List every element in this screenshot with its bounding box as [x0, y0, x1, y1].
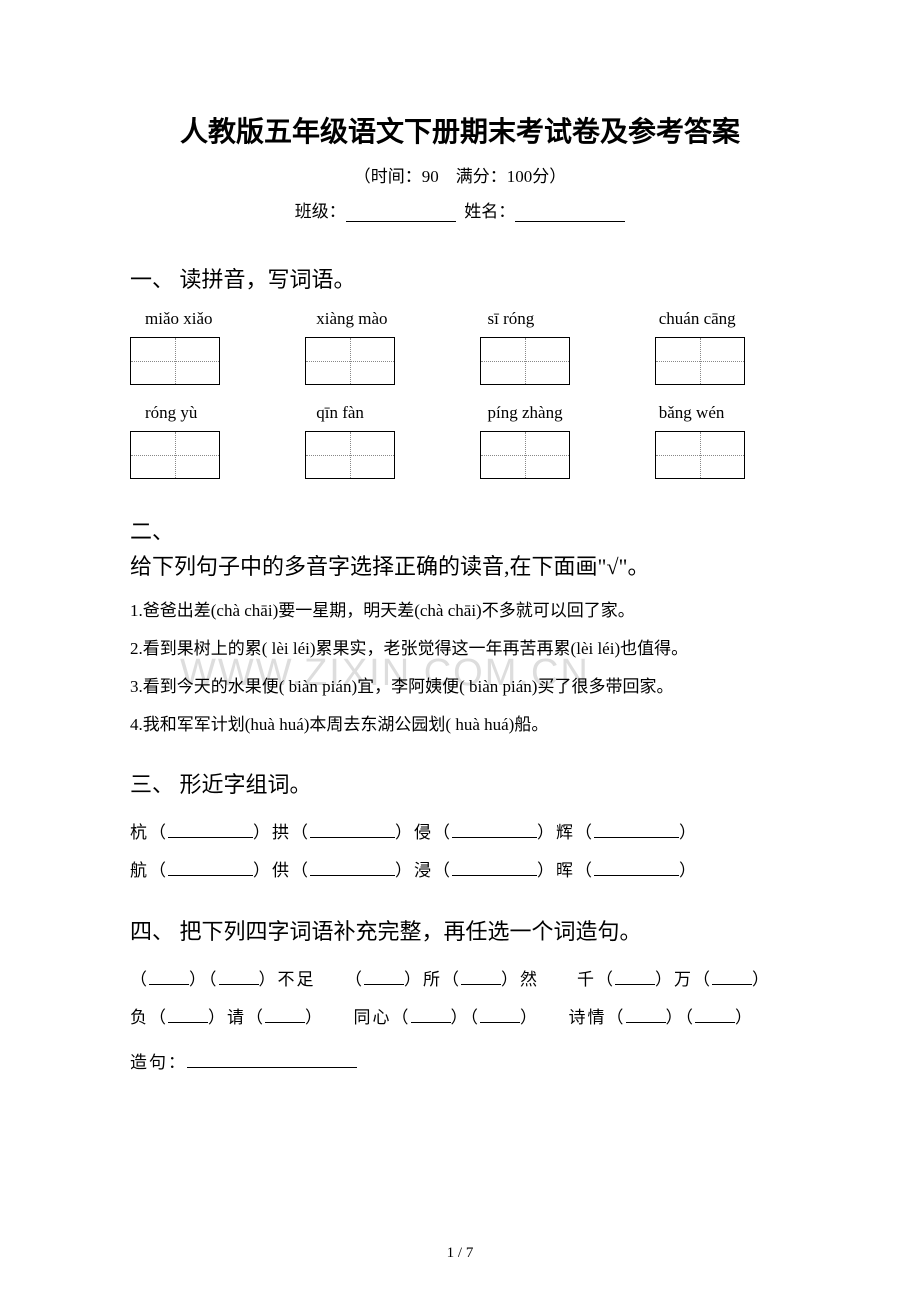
name-blank[interactable]: [515, 204, 625, 222]
pinyin-1-1: miǎo xiǎo: [145, 309, 276, 329]
char-r1c3: 侵: [414, 823, 433, 842]
polyphonic-q1: 1.爸爸出差(chà chāi)要一星期，明天差(chà chāi)不多就可以回…: [130, 594, 790, 628]
seg1-2: 所: [423, 970, 442, 989]
student-info-line: 班级： 姓名：: [130, 197, 790, 222]
char-r1c4: 辉: [556, 823, 575, 842]
section1-heading: 一、 读拼音，写词语。: [130, 262, 790, 294]
word-blank[interactable]: [452, 822, 537, 838]
pinyin-1-3: sī róng: [488, 309, 619, 329]
section3-heading: 三、 形近字组词。: [130, 767, 790, 799]
char-r2c2: 供: [272, 861, 291, 880]
pinyin-row-1: miǎo xiǎo xiàng mào sī róng chuán cāng: [145, 309, 790, 329]
pinyin-row-2: róng yù qīn fàn píng zhàng bǎng wén: [145, 403, 790, 423]
word-blank[interactable]: [594, 822, 679, 838]
idiom-blank[interactable]: [168, 1007, 208, 1023]
word-blank[interactable]: [310, 860, 395, 876]
char-box-row-2: [130, 431, 790, 479]
pinyin-1-2: xiàng mào: [316, 309, 447, 329]
pinyin-2-2: qīn fàn: [316, 403, 447, 423]
pinyin-2-4: bǎng wén: [659, 403, 790, 423]
section4-heading: 四、 把下列四字词语补充完整，再任选一个词造句。: [130, 914, 790, 946]
polyphonic-q4: 4.我和军军计划(huà huá)本周去东湖公园划( huà huá)船。: [130, 708, 790, 742]
sentence-row: 造句：: [130, 1044, 790, 1081]
word-blank[interactable]: [168, 860, 253, 876]
idiom-blank[interactable]: [695, 1007, 735, 1023]
idiom-blank[interactable]: [615, 969, 655, 985]
idiom-row-2: 负（）请（） 同心（）（） 诗情（）（）: [130, 999, 790, 1036]
idiom-blank[interactable]: [461, 969, 501, 985]
time-score-label: （时间：90 满分：100分）: [130, 162, 790, 187]
char-box[interactable]: [130, 337, 220, 385]
page-number: 1 / 7: [447, 1245, 474, 1262]
polyphonic-q3: 3.看到今天的水果便( biàn pián)宜，李阿姨便( biàn pián)…: [130, 670, 790, 704]
idiom-blank[interactable]: [626, 1007, 666, 1023]
seg1-4: 千: [577, 970, 596, 989]
idiom-blank[interactable]: [149, 969, 189, 985]
page-title: 人教版五年级语文下册期末考试卷及参考答案: [130, 110, 790, 150]
char-r1c1: 杭: [130, 823, 149, 842]
char-box[interactable]: [480, 431, 570, 479]
section2-subheading: 给下列句子中的多音字选择正确的读音,在下面画"√"。: [130, 549, 790, 584]
seg2-4: 诗情: [569, 1008, 607, 1027]
seg2-3: 同心: [354, 1008, 392, 1027]
char-r2c3: 浸: [414, 861, 433, 880]
polyphonic-q2: 2.看到果树上的累( lèi léi)累果实，老张觉得这一年再苦再累(lèi l…: [130, 632, 790, 666]
seg1-3: 然: [520, 970, 539, 989]
name-label: 姓名：: [464, 202, 515, 221]
word-blank[interactable]: [452, 860, 537, 876]
idiom-blank[interactable]: [411, 1007, 451, 1023]
char-box[interactable]: [655, 337, 745, 385]
char-r2c4: 晖: [556, 861, 575, 880]
char-box[interactable]: [655, 431, 745, 479]
char-box[interactable]: [130, 431, 220, 479]
similar-char-row-2: 航（）供（）浸（）晖（）: [130, 852, 790, 889]
idiom-blank[interactable]: [219, 969, 259, 985]
section2-heading: 二、: [130, 514, 790, 549]
idiom-blank[interactable]: [480, 1007, 520, 1023]
sentence-label: 造句：: [130, 1053, 187, 1072]
pinyin-2-3: píng zhàng: [488, 403, 619, 423]
word-blank[interactable]: [310, 822, 395, 838]
char-r2c1: 航: [130, 861, 149, 880]
char-box[interactable]: [305, 431, 395, 479]
seg2-2: 请: [227, 1008, 246, 1027]
char-r1c2: 拱: [272, 823, 291, 842]
pinyin-2-1: róng yù: [145, 403, 276, 423]
idiom-blank[interactable]: [265, 1007, 305, 1023]
idiom-row-1: （）（）不足 （）所（）然 千（）万（）: [130, 961, 790, 998]
char-box[interactable]: [305, 337, 395, 385]
pinyin-1-4: chuán cāng: [659, 309, 790, 329]
seg1-1: 不足: [278, 970, 316, 989]
idiom-blank[interactable]: [364, 969, 404, 985]
char-box[interactable]: [480, 337, 570, 385]
sentence-blank[interactable]: [187, 1052, 357, 1068]
seg1-5: 万: [674, 970, 693, 989]
seg2-1: 负: [130, 1008, 149, 1027]
similar-char-row-1: 杭（）拱（）侵（）辉（）: [130, 814, 790, 851]
char-box-row-1: [130, 337, 790, 385]
word-blank[interactable]: [594, 860, 679, 876]
class-blank[interactable]: [346, 204, 456, 222]
idiom-blank[interactable]: [712, 969, 752, 985]
word-blank[interactable]: [168, 822, 253, 838]
class-label: 班级：: [295, 202, 346, 221]
